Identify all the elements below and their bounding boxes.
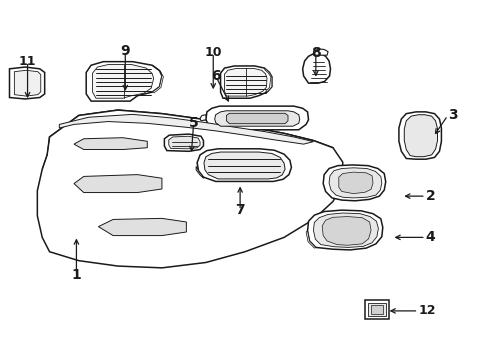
Text: 8: 8 — [311, 46, 321, 60]
Text: 1: 1 — [72, 268, 81, 282]
Polygon shape — [265, 68, 272, 92]
Polygon shape — [339, 172, 373, 194]
Polygon shape — [9, 67, 45, 99]
Polygon shape — [14, 70, 41, 96]
Polygon shape — [197, 149, 292, 181]
Polygon shape — [226, 113, 288, 124]
Polygon shape — [98, 219, 186, 235]
Polygon shape — [74, 175, 162, 193]
Polygon shape — [152, 65, 163, 93]
Polygon shape — [215, 111, 300, 126]
Polygon shape — [86, 62, 162, 101]
Polygon shape — [314, 213, 378, 247]
Polygon shape — [308, 210, 383, 250]
Polygon shape — [164, 134, 203, 151]
Polygon shape — [74, 138, 147, 149]
Polygon shape — [303, 54, 331, 83]
Polygon shape — [368, 303, 386, 316]
Polygon shape — [93, 64, 154, 98]
Polygon shape — [37, 110, 343, 268]
Polygon shape — [365, 300, 389, 319]
Polygon shape — [371, 305, 383, 314]
Polygon shape — [329, 168, 382, 198]
Polygon shape — [323, 165, 386, 201]
Text: 3: 3 — [448, 108, 457, 122]
Text: 9: 9 — [121, 44, 130, 58]
Text: 7: 7 — [235, 203, 245, 217]
Polygon shape — [404, 115, 438, 157]
Polygon shape — [59, 114, 314, 144]
Polygon shape — [49, 110, 333, 162]
Polygon shape — [204, 152, 285, 179]
Polygon shape — [169, 136, 200, 149]
Text: 5: 5 — [189, 116, 198, 130]
Polygon shape — [220, 66, 272, 98]
Polygon shape — [206, 106, 309, 130]
Text: 2: 2 — [426, 189, 436, 203]
Polygon shape — [306, 231, 316, 248]
Text: 12: 12 — [418, 305, 436, 318]
Text: 6: 6 — [211, 69, 220, 83]
Polygon shape — [314, 49, 328, 55]
Text: 10: 10 — [204, 46, 222, 59]
Polygon shape — [224, 68, 267, 96]
Polygon shape — [200, 115, 206, 121]
Text: 11: 11 — [19, 55, 36, 68]
Text: 4: 4 — [426, 230, 436, 244]
Polygon shape — [322, 217, 371, 245]
Polygon shape — [399, 112, 441, 159]
Polygon shape — [196, 166, 203, 178]
